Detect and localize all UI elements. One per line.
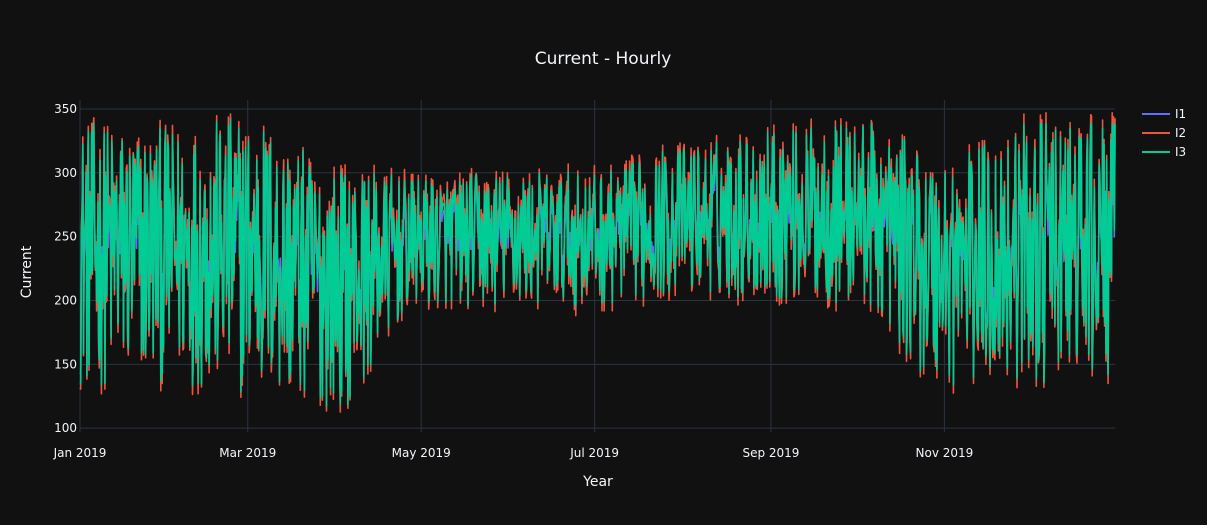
x-axis-title: Year [582, 474, 613, 490]
legend-item-i3[interactable]: I3 [1142, 145, 1186, 159]
legend-item-i1[interactable]: I1 [1142, 107, 1186, 121]
y-axis-ticks: 100 150 200 250 300 350 [54, 102, 77, 435]
legend-item-i2[interactable]: I2 [1142, 126, 1186, 140]
legend-label: I3 [1175, 145, 1186, 159]
chart-title: Current - Hourly [535, 49, 672, 69]
y-tick-label: 300 [54, 166, 77, 180]
series-line-i3 [79, 117, 1116, 407]
legend-label: I2 [1175, 126, 1186, 140]
x-tick-label: Jul 2019 [569, 446, 619, 460]
x-tick-label: Jan 2019 [53, 446, 107, 460]
y-tick-label: 200 [54, 293, 77, 307]
legend-label: I1 [1175, 107, 1186, 121]
x-tick-label: May 2019 [392, 446, 451, 460]
x-tick-label: Sep 2019 [742, 446, 799, 460]
y-tick-label: 100 [54, 421, 77, 435]
y-tick-label: 150 [54, 357, 77, 371]
legend[interactable]: I1 I2 I3 [1142, 107, 1186, 159]
x-tick-label: Mar 2019 [219, 446, 276, 460]
x-tick-label: Nov 2019 [916, 446, 974, 460]
y-tick-label: 350 [54, 102, 77, 116]
y-tick-label: 250 [54, 230, 77, 244]
plot-area [79, 112, 1116, 413]
y-axis-title: Current [19, 245, 35, 298]
x-axis-ticks: Jan 2019 Mar 2019 May 2019 Jul 2019 Sep 2019… [53, 446, 974, 460]
